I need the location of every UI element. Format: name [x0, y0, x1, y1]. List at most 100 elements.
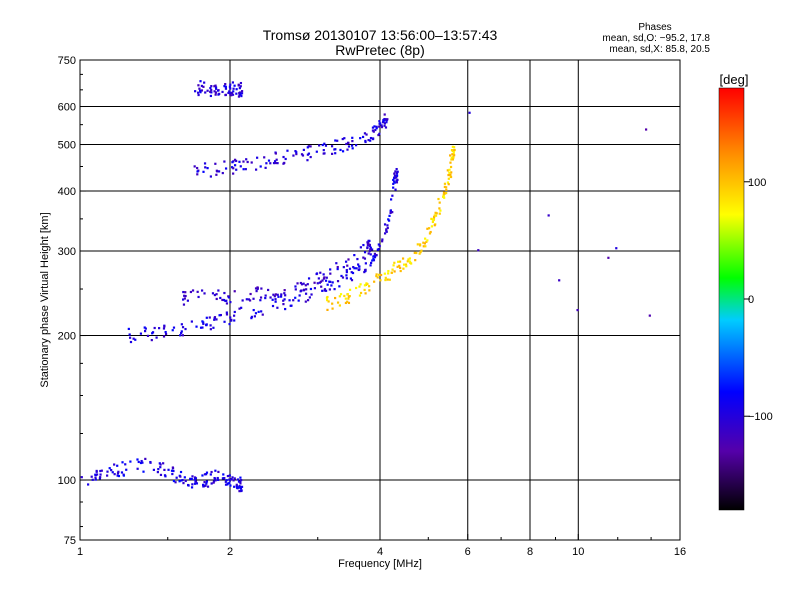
data-point: [196, 173, 199, 176]
data-point: [386, 226, 389, 230]
data-point: [615, 247, 618, 250]
data-point: [363, 132, 367, 135]
data-point: [450, 149, 454, 152]
data-point: [213, 90, 216, 93]
data-point: [203, 473, 207, 476]
data-point: [450, 171, 453, 174]
data-point: [296, 282, 299, 285]
data-point: [363, 251, 367, 254]
data-point: [110, 468, 113, 472]
data-point: [347, 297, 350, 300]
data-point: [359, 246, 362, 249]
data-point: [179, 475, 182, 478]
data-point: [204, 166, 207, 169]
data-point: [163, 325, 166, 328]
data-point: [386, 224, 389, 227]
data-point: [214, 84, 217, 87]
data-point: [359, 137, 362, 140]
data-point: [607, 256, 610, 259]
data-point: [468, 111, 471, 114]
data-point: [369, 253, 372, 256]
data-point: [222, 298, 226, 302]
data-point: [108, 467, 111, 470]
data-point: [449, 165, 453, 169]
data-point: [377, 133, 380, 137]
data-point: [397, 260, 400, 263]
data-point: [186, 483, 190, 487]
data-point: [322, 277, 326, 280]
data-point: [155, 336, 158, 339]
data-point: [139, 332, 143, 335]
data-point: [202, 485, 205, 488]
data-point: [271, 304, 275, 308]
data-point: [235, 88, 238, 91]
data-point: [294, 288, 297, 291]
data-point: [218, 314, 221, 317]
data-point: [263, 156, 266, 159]
data-point: [452, 156, 455, 159]
data-point: [390, 271, 393, 274]
data-point: [443, 185, 446, 189]
data-point: [214, 86, 218, 89]
data-point: [322, 273, 325, 276]
data-point: [184, 294, 187, 298]
data-point: [367, 285, 371, 288]
data-point: [197, 84, 200, 87]
data-point: [300, 153, 304, 156]
data-point: [348, 288, 352, 291]
data-point: [80, 476, 83, 479]
data-point: [217, 478, 220, 482]
data-point: [193, 165, 196, 168]
data-point: [238, 160, 241, 163]
data-point: [216, 89, 220, 92]
data-point: [352, 265, 355, 269]
data-point: [224, 93, 227, 97]
data-point: [265, 162, 268, 165]
data-point: [219, 313, 222, 317]
data-point: [321, 143, 324, 147]
data-point: [277, 295, 280, 298]
chart-subtitle: RwPretec (8p): [335, 42, 425, 58]
y-tick-label: 100: [58, 475, 76, 487]
data-point: [181, 326, 185, 329]
data-point: [382, 120, 385, 123]
data-point: [224, 480, 227, 483]
data-point: [450, 158, 453, 161]
data-point: [182, 481, 185, 485]
data-point: [162, 327, 166, 330]
data-point: [193, 478, 196, 481]
data-point: [328, 288, 331, 291]
data-point: [310, 293, 313, 296]
data-point: [164, 330, 167, 334]
data-point: [99, 476, 102, 479]
data-point: [306, 146, 309, 149]
data-point: [226, 474, 229, 478]
data-point: [274, 161, 277, 165]
data-point: [191, 289, 195, 292]
data-point: [171, 466, 174, 469]
data-point: [344, 297, 347, 300]
data-point: [368, 289, 371, 292]
data-point: [363, 257, 367, 260]
data-point: [380, 124, 383, 127]
data-point: [274, 293, 277, 296]
data-point: [198, 87, 201, 90]
data-point: [204, 484, 207, 487]
data-point: [368, 239, 371, 243]
data-point: [172, 469, 175, 473]
data-point: [322, 152, 325, 155]
data-point: [172, 326, 176, 329]
data-point: [239, 476, 242, 479]
data-point: [372, 259, 376, 262]
data-point: [159, 463, 162, 466]
data-point: [212, 481, 215, 484]
data-point: [298, 294, 301, 297]
data-point: [238, 490, 241, 493]
data-point: [309, 145, 312, 148]
data-point: [190, 477, 193, 481]
data-point: [274, 298, 277, 301]
data-point: [141, 461, 144, 464]
data-point: [259, 165, 262, 168]
data-point: [232, 167, 235, 170]
